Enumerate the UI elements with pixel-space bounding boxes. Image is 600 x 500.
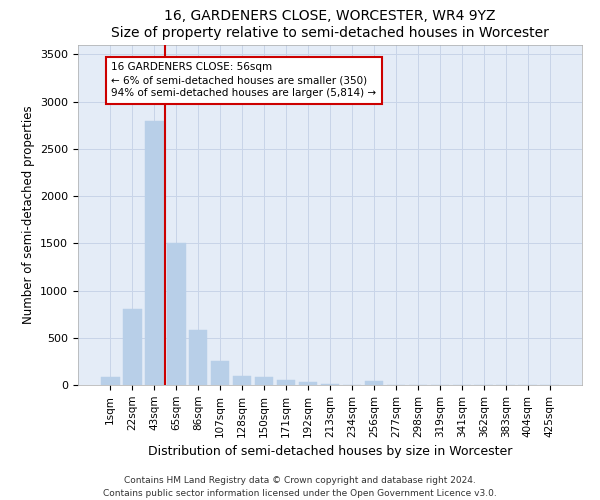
- Title: 16, GARDENERS CLOSE, WORCESTER, WR4 9YZ
Size of property relative to semi-detach: 16, GARDENERS CLOSE, WORCESTER, WR4 9YZ …: [111, 10, 549, 40]
- Bar: [277, 380, 295, 385]
- Bar: [320, 384, 340, 385]
- Bar: [167, 244, 185, 385]
- Bar: [299, 382, 317, 385]
- Bar: [365, 381, 383, 385]
- Text: Contains HM Land Registry data © Crown copyright and database right 2024.
Contai: Contains HM Land Registry data © Crown c…: [103, 476, 497, 498]
- Bar: [123, 310, 142, 385]
- Bar: [211, 362, 229, 385]
- Bar: [255, 378, 274, 385]
- Bar: [233, 376, 251, 385]
- Bar: [189, 330, 208, 385]
- Y-axis label: Number of semi-detached properties: Number of semi-detached properties: [22, 106, 35, 324]
- Bar: [145, 120, 164, 385]
- X-axis label: Distribution of semi-detached houses by size in Worcester: Distribution of semi-detached houses by …: [148, 445, 512, 458]
- Text: 16 GARDENERS CLOSE: 56sqm
← 6% of semi-detached houses are smaller (350)
94% of : 16 GARDENERS CLOSE: 56sqm ← 6% of semi-d…: [112, 62, 376, 98]
- Bar: [101, 378, 119, 385]
